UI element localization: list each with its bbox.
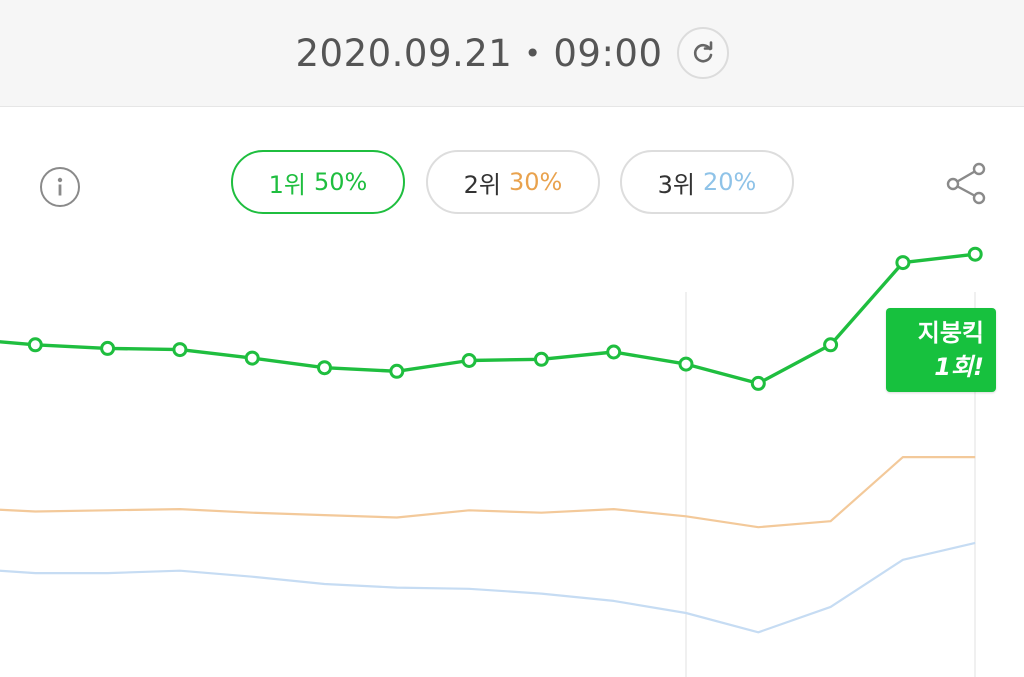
data-point[interactable] — [389, 363, 405, 379]
tab-rank-label: 1위 — [268, 170, 306, 199]
event-badge: 지붕킥 1회! — [886, 308, 996, 392]
tab-rank-percent: 20% — [703, 168, 757, 196]
data-point[interactable] — [606, 344, 622, 360]
data-point[interactable] — [533, 351, 549, 367]
data-point[interactable] — [967, 246, 983, 262]
badge-line-1: 지붕킥 — [917, 319, 984, 347]
tab-rank-3[interactable]: 3위 20% — [620, 150, 794, 214]
tab-rank-1[interactable]: 1위 50% — [231, 150, 405, 214]
info-icon — [57, 177, 63, 196]
badge-line-2: 1회! — [934, 353, 984, 381]
tab-rank-label: 3위 — [657, 170, 695, 199]
refresh-button[interactable] — [676, 27, 729, 79]
data-point[interactable] — [461, 353, 477, 368]
date-text: 2020.09.21 — [295, 31, 513, 75]
series-line-rank-1 — [0, 252, 976, 386]
data-point[interactable] — [100, 340, 116, 356]
tab-rank-label: 2위 — [463, 170, 501, 199]
series-line-rank-3 — [0, 541, 976, 634]
rank-trend-chart — [0, 246, 983, 677]
data-point[interactable] — [678, 356, 694, 372]
tab-rank-percent: 50% — [314, 168, 368, 196]
data-point[interactable] — [895, 255, 911, 271]
separator-dot: • — [524, 36, 542, 70]
info-button[interactable] — [40, 167, 80, 207]
data-point[interactable] — [244, 350, 260, 366]
data-point[interactable] — [750, 375, 766, 391]
share-icon[interactable] — [942, 160, 990, 208]
rank-tabs: 1위 50% 2위 30% 3위 20% — [0, 150, 1024, 216]
series-line-rank-2 — [0, 456, 976, 529]
tab-rank-percent: 30% — [509, 168, 563, 196]
refresh-icon — [693, 41, 712, 63]
header-bar: 2020.09.21 • 09:00 — [0, 0, 1024, 107]
data-point[interactable] — [823, 337, 839, 353]
data-point[interactable] — [317, 360, 332, 376]
tab-rank-2[interactable]: 2위 30% — [426, 150, 600, 214]
time-text: 09:00 — [553, 31, 663, 75]
data-point[interactable] — [172, 342, 188, 358]
data-point[interactable] — [27, 337, 43, 353]
datetime-display: 2020.09.21 • 09:00 — [295, 27, 729, 79]
